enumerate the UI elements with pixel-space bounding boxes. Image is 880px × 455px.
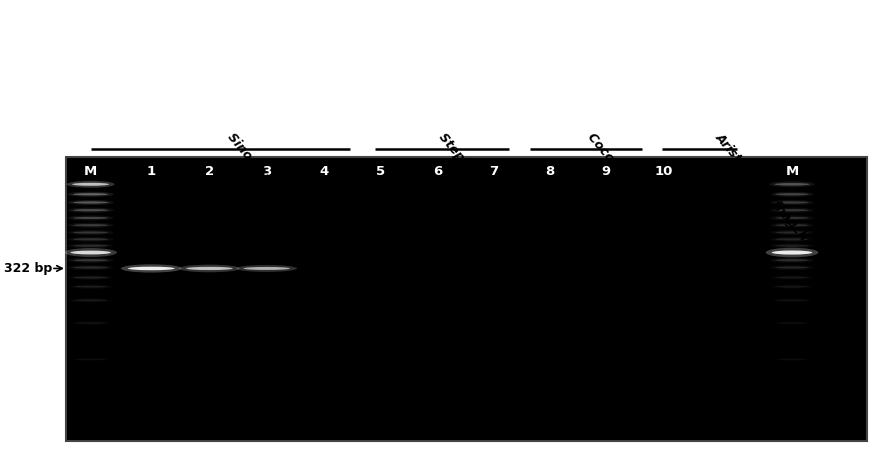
Text: 6: 6 — [434, 165, 443, 178]
Ellipse shape — [69, 298, 113, 303]
Text: M: M — [84, 165, 98, 178]
Ellipse shape — [770, 265, 814, 270]
Ellipse shape — [73, 217, 108, 219]
Text: M: M — [785, 165, 799, 178]
Text: Stephania tetrandra: Stephania tetrandra — [436, 131, 538, 248]
Ellipse shape — [772, 250, 812, 255]
Text: 9: 9 — [602, 165, 611, 178]
Ellipse shape — [68, 237, 114, 242]
Ellipse shape — [775, 232, 809, 233]
Ellipse shape — [774, 358, 810, 361]
Ellipse shape — [73, 193, 108, 195]
Ellipse shape — [76, 359, 106, 360]
Ellipse shape — [775, 193, 809, 195]
Ellipse shape — [74, 286, 107, 288]
Ellipse shape — [73, 259, 108, 261]
Ellipse shape — [775, 238, 809, 240]
Ellipse shape — [770, 258, 814, 263]
Text: 8: 8 — [546, 165, 554, 178]
Ellipse shape — [121, 264, 181, 273]
Ellipse shape — [773, 298, 811, 302]
Ellipse shape — [770, 200, 814, 205]
Ellipse shape — [128, 267, 174, 270]
Ellipse shape — [772, 275, 812, 280]
Text: 4: 4 — [319, 165, 328, 178]
Ellipse shape — [774, 183, 810, 186]
Ellipse shape — [773, 321, 811, 325]
Ellipse shape — [73, 224, 108, 226]
Ellipse shape — [777, 299, 807, 301]
Text: Sinomenium acutum: Sinomenium acutum — [224, 131, 327, 249]
Ellipse shape — [187, 267, 232, 270]
Ellipse shape — [73, 267, 108, 268]
Ellipse shape — [243, 267, 290, 270]
Ellipse shape — [772, 284, 812, 289]
Ellipse shape — [776, 277, 808, 278]
Ellipse shape — [73, 232, 108, 233]
Ellipse shape — [770, 243, 814, 248]
Ellipse shape — [73, 202, 108, 203]
Bar — [66, 157, 867, 441]
Ellipse shape — [74, 299, 107, 301]
Ellipse shape — [770, 215, 814, 221]
Ellipse shape — [68, 258, 114, 263]
Ellipse shape — [770, 230, 814, 235]
Ellipse shape — [70, 251, 111, 254]
Ellipse shape — [68, 200, 114, 205]
Ellipse shape — [775, 259, 809, 261]
Text: Cocculus trilobus: Cocculus trilobus — [585, 131, 673, 232]
Ellipse shape — [64, 248, 117, 257]
Ellipse shape — [770, 192, 814, 197]
Ellipse shape — [72, 183, 109, 186]
Ellipse shape — [766, 248, 818, 258]
Ellipse shape — [68, 222, 114, 228]
Text: 10: 10 — [655, 165, 672, 178]
Ellipse shape — [770, 207, 814, 213]
Ellipse shape — [70, 321, 111, 325]
Ellipse shape — [67, 181, 114, 188]
Ellipse shape — [775, 267, 809, 268]
Ellipse shape — [775, 209, 809, 211]
Ellipse shape — [776, 286, 808, 288]
Text: Aristolochia fnagchi: Aristolochia fnagchi — [713, 131, 813, 247]
Ellipse shape — [775, 202, 809, 203]
Ellipse shape — [73, 245, 108, 247]
Text: 322 bp: 322 bp — [4, 262, 53, 275]
Ellipse shape — [68, 243, 114, 248]
Ellipse shape — [237, 265, 297, 272]
Ellipse shape — [769, 182, 815, 187]
Ellipse shape — [777, 322, 807, 324]
Ellipse shape — [775, 224, 809, 226]
Ellipse shape — [68, 207, 114, 213]
Ellipse shape — [69, 284, 113, 289]
Ellipse shape — [71, 358, 110, 361]
Ellipse shape — [770, 222, 814, 228]
Text: 7: 7 — [489, 165, 498, 178]
Ellipse shape — [778, 359, 806, 360]
Text: 3: 3 — [262, 165, 271, 178]
Ellipse shape — [73, 209, 108, 211]
Ellipse shape — [68, 192, 114, 197]
Ellipse shape — [75, 322, 106, 324]
Ellipse shape — [68, 265, 114, 270]
Ellipse shape — [68, 230, 114, 235]
Ellipse shape — [180, 265, 239, 272]
Text: 1: 1 — [147, 165, 156, 178]
Ellipse shape — [770, 237, 814, 242]
Text: 2: 2 — [205, 165, 214, 178]
Ellipse shape — [775, 245, 809, 247]
Text: 5: 5 — [377, 165, 385, 178]
Ellipse shape — [68, 215, 114, 221]
Ellipse shape — [73, 238, 108, 240]
Ellipse shape — [74, 277, 107, 278]
Ellipse shape — [775, 217, 809, 219]
Ellipse shape — [69, 275, 113, 280]
